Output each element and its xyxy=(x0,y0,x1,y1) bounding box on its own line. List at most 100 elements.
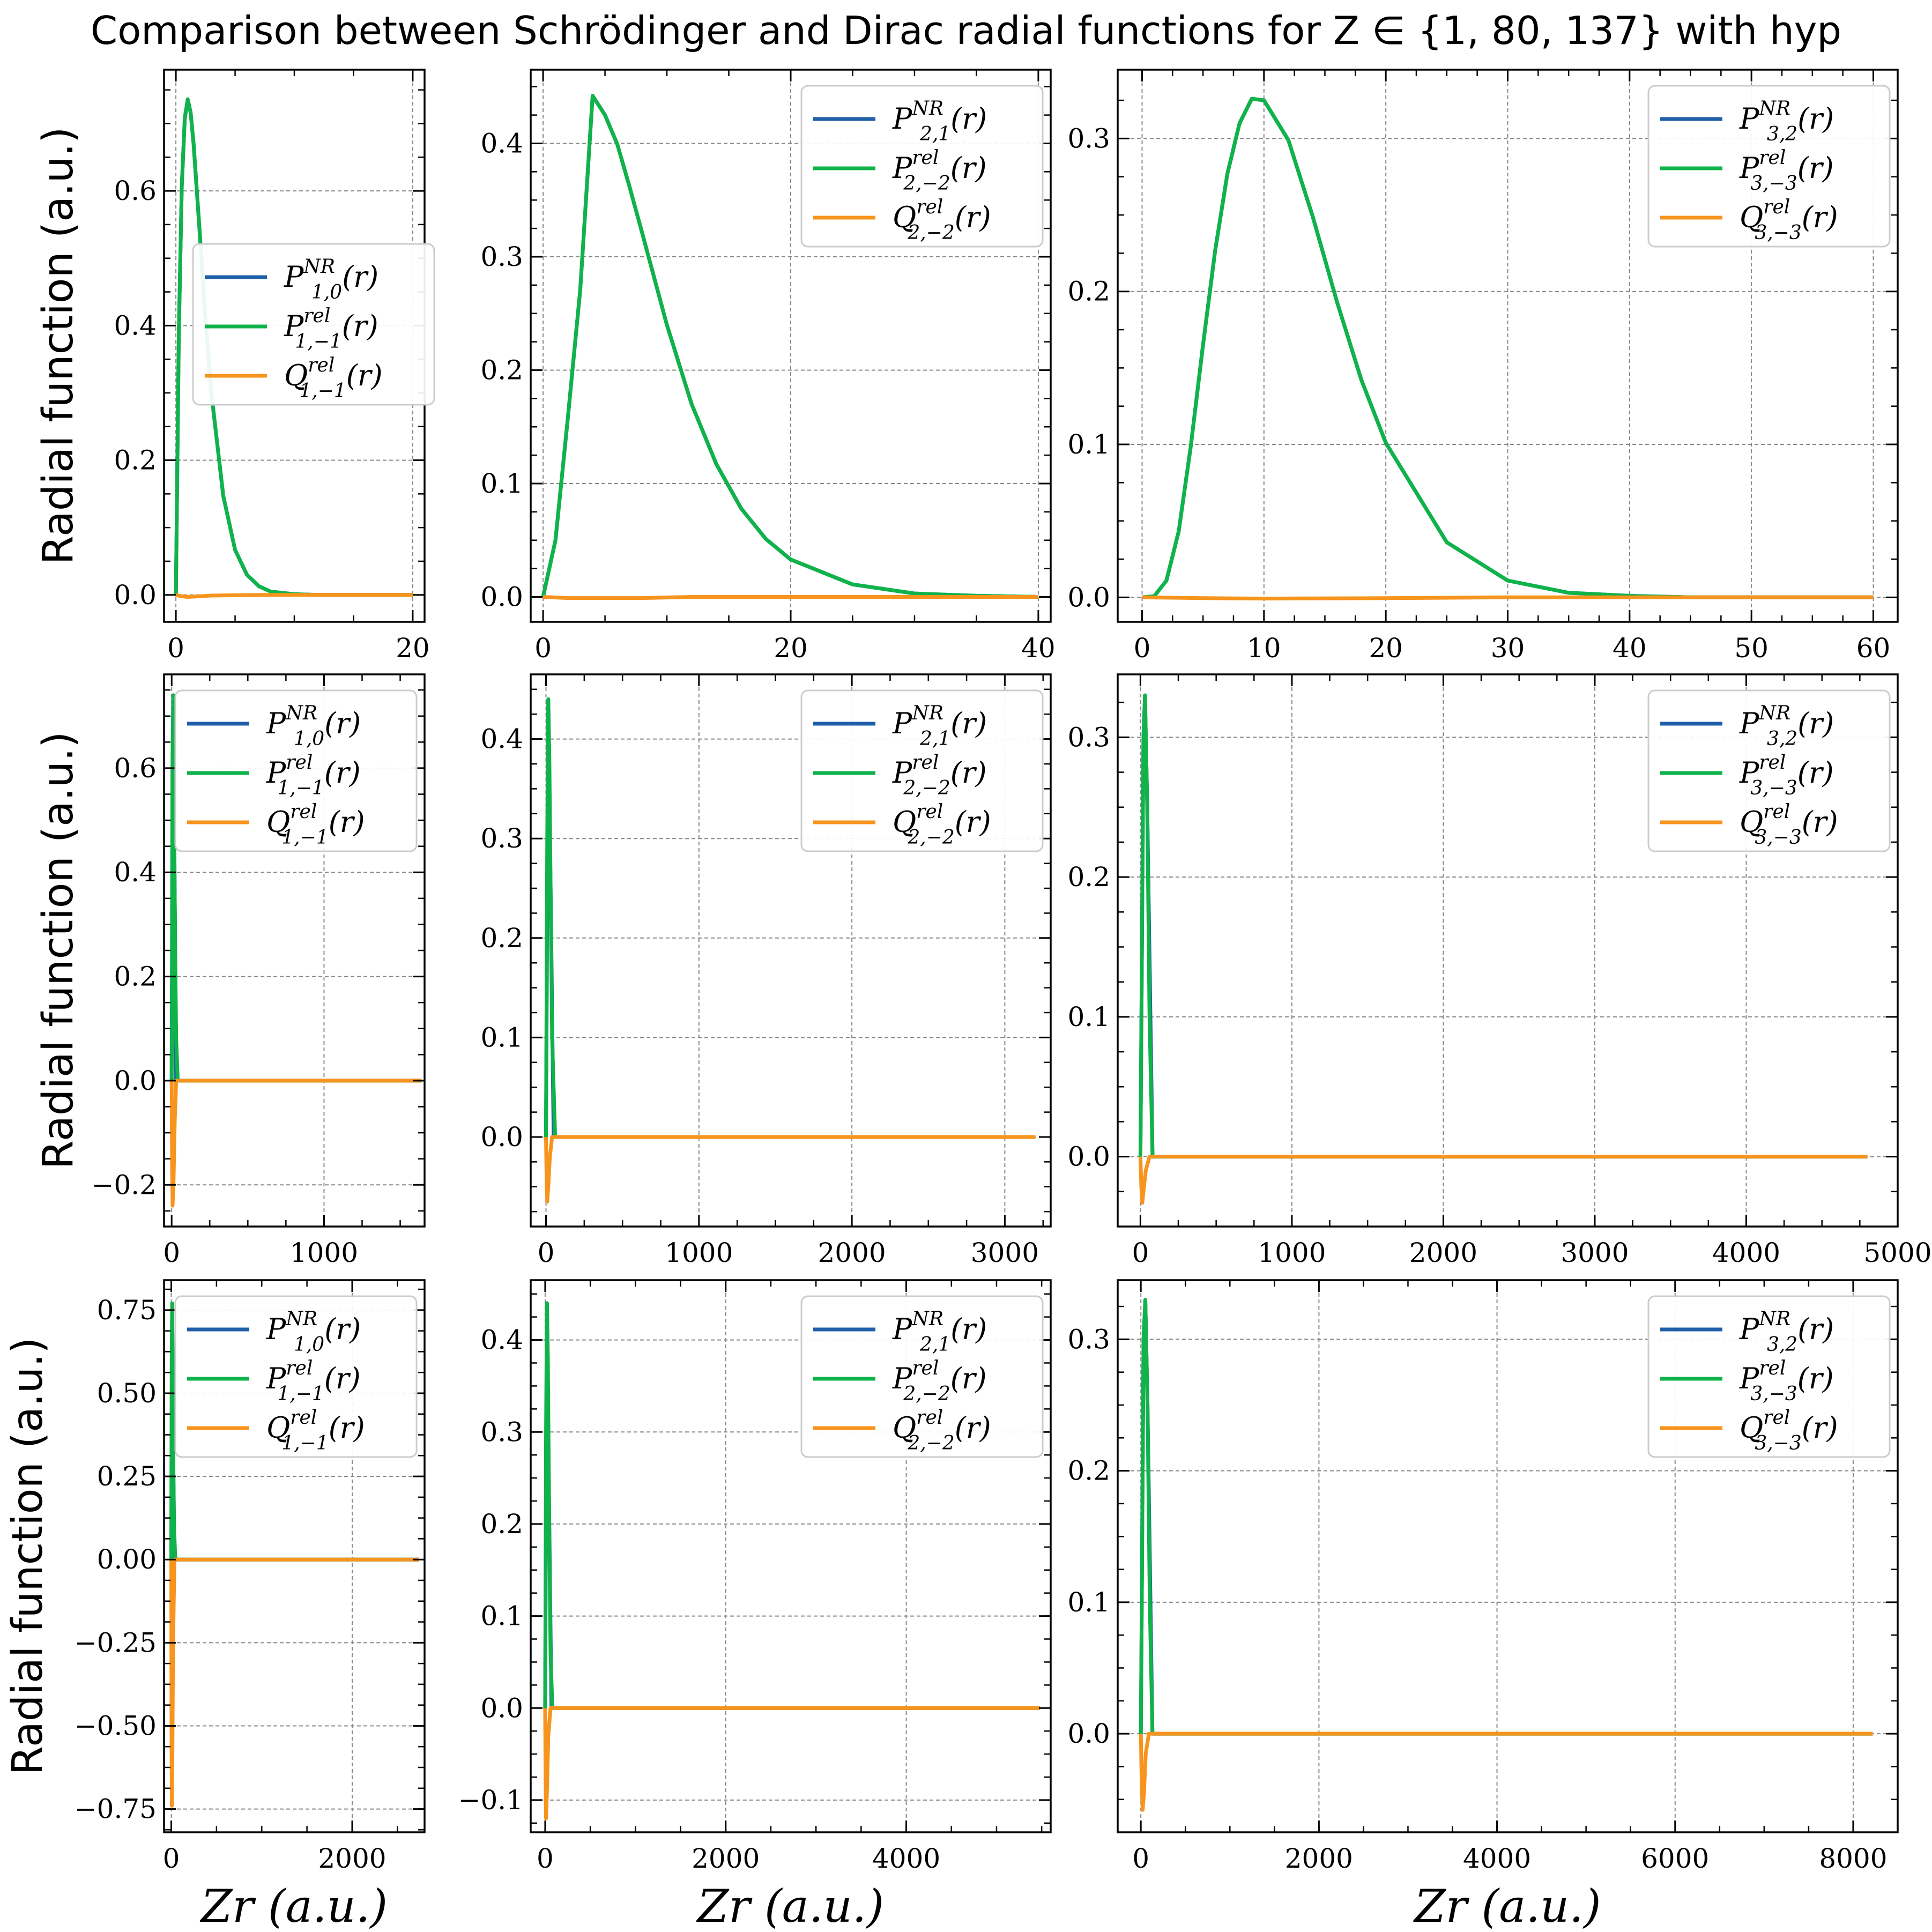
x-tick-label: 2000 xyxy=(692,1843,760,1874)
y-tick-label: 0.1 xyxy=(480,1022,523,1053)
legend-entry-name: Q xyxy=(284,359,308,392)
legend-entry-arg: (r) xyxy=(346,359,383,392)
legend-entry-sub: 2,−2 xyxy=(907,827,954,849)
y-tick-label: 0.00 xyxy=(97,1544,157,1575)
legend-entry-sub: 1,−1 xyxy=(277,1383,324,1405)
y-tick-label: 0.1 xyxy=(1067,1587,1110,1618)
x-tick-label: 0 xyxy=(534,633,552,664)
legend-entry-sub: 1,−1 xyxy=(281,827,328,849)
legend-entry-arg: (r) xyxy=(1797,1312,1834,1346)
y-tick-label: 0.2 xyxy=(480,923,523,954)
x-tick-label: 30 xyxy=(1491,633,1525,664)
legend-entry-sub: 1,−1 xyxy=(281,1432,328,1454)
y-tick-label: 0.4 xyxy=(480,724,523,755)
x-tick-label: 20 xyxy=(1369,633,1403,664)
y-tick-label: 0.0 xyxy=(1067,1718,1110,1749)
legend-box xyxy=(192,243,435,406)
legend-entry-arg: (r) xyxy=(950,707,987,740)
y-tick-label: 0.3 xyxy=(1067,123,1110,154)
y-tick-label: 0.75 xyxy=(97,1295,157,1326)
legend-entry-label: PNR 3,2(r) xyxy=(1739,98,1834,145)
y-tick-label: 0.1 xyxy=(480,1601,523,1632)
legend-entry-sup: rel xyxy=(1763,801,1790,823)
legend-entry-name: P xyxy=(266,756,287,790)
x-tick-label: 2000 xyxy=(318,1843,386,1874)
axes-frame xyxy=(530,673,1052,1228)
legend-entry-sub: 2,−2 xyxy=(907,1432,954,1454)
legend-entry-label: Qrel 3,−3(r) xyxy=(1740,1407,1838,1454)
legend-entry-sup: rel xyxy=(286,752,313,774)
x-tick-label: 50 xyxy=(1734,633,1768,664)
legend-entry-label: Qrel 1,−1(r) xyxy=(284,354,383,402)
legend-entry-sub: 3,2 xyxy=(1767,123,1797,145)
legend-entry-arg: (r) xyxy=(955,805,991,839)
legend-entry-sup: rel xyxy=(1759,752,1786,774)
series-group xyxy=(543,1301,1040,1820)
legend-entry-name: P xyxy=(1739,1312,1760,1346)
legend-entry-label: PNR 3,2(r) xyxy=(1739,702,1834,750)
legend-box xyxy=(1647,689,1891,852)
legend-entry-sub: 1,−1 xyxy=(295,331,341,353)
x-axis-label: Zr (a.u.) xyxy=(1413,1880,1601,1932)
legend-entry-label: Qrel 2,−2(r) xyxy=(893,801,991,849)
legend-entry-arg: (r) xyxy=(1797,151,1834,185)
legend-entry-arg: (r) xyxy=(324,707,361,740)
legend-entry-sup: NR xyxy=(285,1308,317,1330)
y-tick-label: −0.75 xyxy=(75,1794,157,1825)
legend-entry-label: Prel 1,−1(r) xyxy=(266,752,361,799)
legend-entry-label: Prel 1,−1(r) xyxy=(284,305,378,353)
y-tick-label: 0.0 xyxy=(480,581,523,612)
y-tick-label: 0.4 xyxy=(480,1325,523,1356)
legend-entry-sub: 1,−1 xyxy=(299,380,346,402)
x-tick-label: 0 xyxy=(1132,1237,1149,1268)
legend-entry-sup: NR xyxy=(1758,702,1790,724)
x-tick-label: 2000 xyxy=(1285,1843,1353,1874)
series-line-Q_rel xyxy=(543,595,1038,600)
legend-entry-sub: 3,−3 xyxy=(1755,827,1801,849)
y-tick-label: 0.6 xyxy=(114,175,157,206)
y-tick-label: 0.2 xyxy=(1067,1455,1110,1487)
legend-entry-label: PNR 2,1(r) xyxy=(892,98,987,145)
panel-r2c1: 0 2000 4000−0.10.00.10.20.30.4 PNR 2,1(r)Pre… xyxy=(458,1279,1052,1932)
y-axis-label: Radial function (a.u.) xyxy=(34,127,83,565)
legend-entry-sup: rel xyxy=(1763,1407,1790,1429)
legend-entry-name: Q xyxy=(1740,200,1763,234)
y-tick-label: 0.0 xyxy=(480,1692,523,1723)
legend-entry-arg: (r) xyxy=(1797,1362,1834,1395)
legend-entry-name: P xyxy=(892,1312,913,1346)
x-tick-label: 8000 xyxy=(1819,1843,1887,1874)
series-line-P_rel xyxy=(169,1301,419,1562)
legend-entry-sub: 3,−3 xyxy=(1750,173,1797,195)
x-tick-label: 3000 xyxy=(1561,1237,1629,1268)
legend-entry-name: P xyxy=(1739,1362,1760,1395)
series-line-P_rel xyxy=(169,693,422,1083)
legend-entry-label: PNR 2,1(r) xyxy=(892,702,987,750)
y-tick-label: 0.2 xyxy=(114,961,157,992)
y-tick-label: −0.2 xyxy=(92,1169,157,1200)
x-tick-label: 2000 xyxy=(818,1237,886,1268)
legend-entry-label: Qrel 1,−1(r) xyxy=(266,801,365,849)
legend-entry-sup: rel xyxy=(290,1407,317,1429)
legend-entry-arg: (r) xyxy=(1797,102,1834,136)
legend-entry-sub: 1,0 xyxy=(294,1334,324,1356)
x-tick-label: 20 xyxy=(774,633,808,664)
y-tick-label: 0.0 xyxy=(114,1065,157,1096)
x-tick-label: 20 xyxy=(396,633,430,664)
series-line-Q_rel xyxy=(1139,1732,1873,1812)
axes-frame xyxy=(163,1279,426,1833)
legend-entry-arg: (r) xyxy=(950,1312,987,1346)
series-line-P_rel xyxy=(544,697,1036,1139)
legend: PNR 2,1(r)Prel 2,−2(r)Qrel 2,−2(r) xyxy=(800,689,1044,852)
y-tick-label: 0.1 xyxy=(480,468,523,499)
legend-entry-sub: 2,1 xyxy=(919,1334,950,1356)
axes-frame xyxy=(530,69,1052,623)
legend-entry-name: Q xyxy=(893,200,916,234)
legend-entry-arg: (r) xyxy=(1802,200,1838,234)
legend-box xyxy=(800,689,1044,852)
legend-entry-name: Q xyxy=(893,1411,916,1445)
legend-entry-sub: 1,−1 xyxy=(277,777,324,799)
